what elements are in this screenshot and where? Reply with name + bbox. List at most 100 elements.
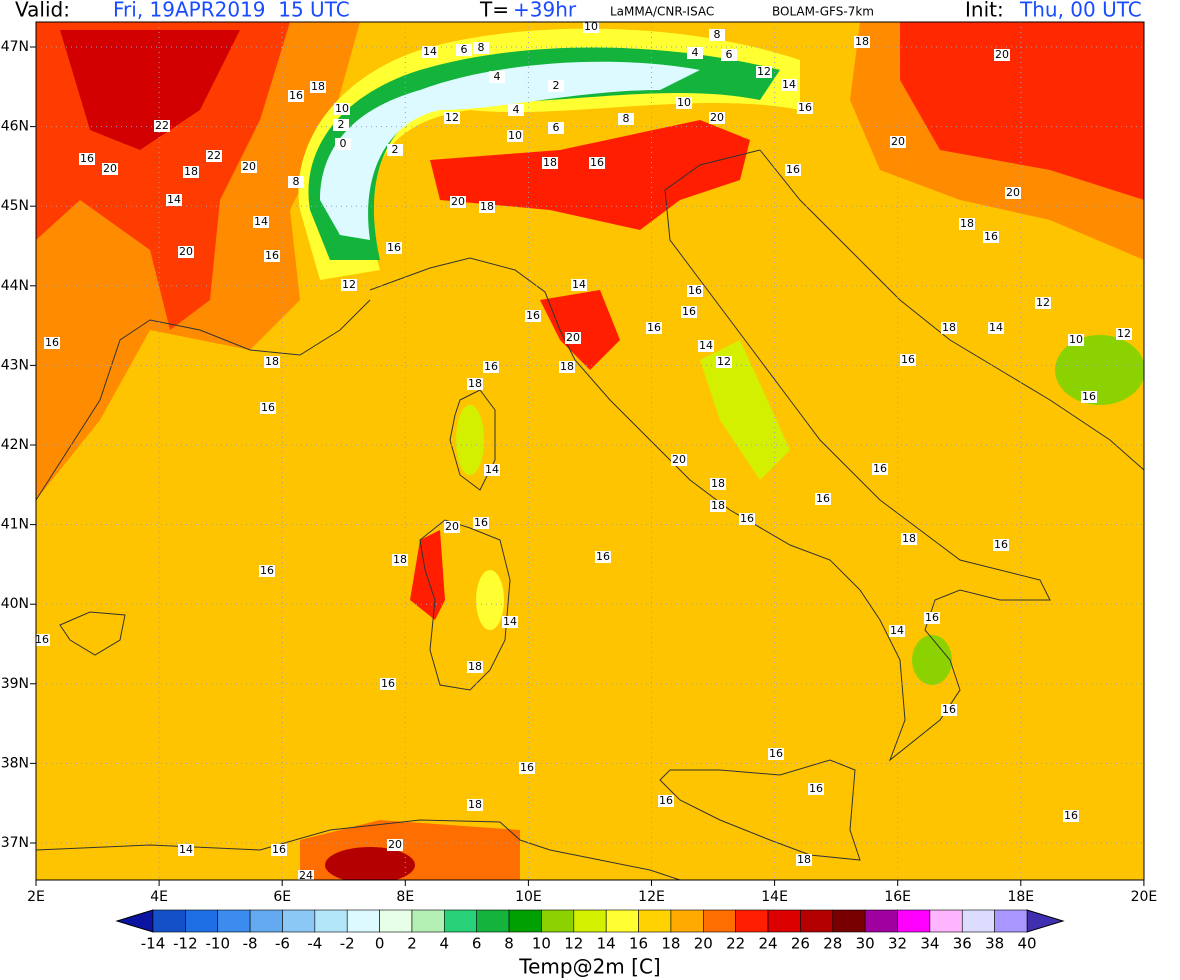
contour-label: 16	[925, 611, 939, 624]
label-box	[756, 66, 772, 78]
label-box	[646, 322, 662, 334]
colorbar-label: 24	[758, 935, 777, 953]
label-box	[559, 361, 575, 373]
label-box	[924, 612, 940, 624]
contour-label: 22	[155, 119, 169, 132]
contour-label: 8	[623, 112, 630, 125]
label-box	[241, 161, 257, 173]
valid-label: Valid:	[15, 0, 70, 22]
label-box	[571, 279, 587, 291]
field-calabria	[912, 635, 952, 685]
contour-label: 20	[242, 160, 256, 173]
label-box	[1063, 810, 1079, 822]
label-box	[166, 194, 182, 206]
contour-label: 16	[647, 321, 661, 334]
contour-label: 20	[179, 245, 193, 258]
colorbar-label: 12	[564, 935, 583, 953]
contour-label: 14	[254, 215, 268, 228]
lon-label: 20E	[1131, 889, 1158, 905]
contour-label: 14	[782, 78, 796, 91]
lead-label: T=	[479, 0, 509, 22]
label-box	[583, 21, 599, 33]
colorbar-bin	[800, 909, 834, 933]
contour-label: 10	[584, 20, 598, 33]
colorbar-bin	[444, 909, 478, 933]
label-box	[988, 322, 1004, 334]
label-box	[768, 748, 784, 760]
contour-label: 2	[553, 79, 560, 92]
contour-label: 18	[543, 156, 557, 169]
colorbar-bin	[314, 909, 348, 933]
contour-label: 16	[901, 353, 915, 366]
colorbar-label: 22	[726, 935, 745, 953]
colorbar-bin	[832, 909, 866, 933]
contour-label: 12	[757, 65, 771, 78]
contour-label: 16	[659, 794, 673, 807]
graticule: 2E 4E 6E 8E 10E 12E 14E 16E 18E 20E47N46N45N44N43…	[1, 22, 1158, 905]
colorbar-label: 8	[504, 935, 514, 953]
lon-label: 8E	[396, 889, 414, 905]
source: LaMMA/CNR-ISAC	[610, 5, 714, 19]
init-time: Thu, 00 UTC	[1019, 0, 1142, 22]
contour-label: 16	[45, 336, 59, 349]
label-box	[658, 795, 674, 807]
label-box	[900, 354, 916, 366]
contour-label: 14	[167, 193, 181, 206]
contour-label: 8	[714, 28, 721, 41]
label-box	[467, 378, 483, 390]
contour-label: 12	[1036, 296, 1050, 309]
contour-label: 16	[984, 230, 998, 243]
label-box	[542, 157, 558, 169]
coastline	[419, 519, 511, 691]
coastline	[369, 149, 1051, 762]
contour-label: 12	[1117, 327, 1131, 340]
colorbar-label: 0	[375, 935, 385, 953]
label-box	[178, 246, 194, 258]
label-box	[422, 46, 438, 58]
field-po	[430, 120, 750, 230]
field-sardinia2	[476, 570, 504, 630]
label-box	[444, 521, 460, 533]
label-box	[259, 565, 275, 577]
contour-label: 4	[513, 103, 520, 116]
colorbar-bin	[767, 909, 801, 933]
lon-label: 2E	[27, 889, 45, 905]
coastline	[659, 759, 861, 861]
label-box	[671, 454, 687, 466]
colorbar-bin	[994, 909, 1028, 933]
colorbar-bin	[379, 909, 413, 933]
colorbar-label: 20	[694, 935, 713, 953]
label-box	[519, 762, 535, 774]
label-box	[271, 844, 287, 856]
field-hot2	[60, 30, 240, 150]
label-box	[941, 704, 957, 716]
label-box	[525, 310, 541, 322]
contour-label: 14	[890, 624, 904, 637]
colorbar-arrow	[1026, 909, 1065, 933]
contour-label: 16	[873, 462, 887, 475]
colorbar-bin	[152, 909, 186, 933]
label-box	[710, 500, 726, 512]
lon-label: 14E	[761, 889, 788, 905]
label-box	[387, 144, 403, 156]
colorbar-label: 16	[629, 935, 648, 953]
label-box	[79, 153, 95, 165]
contour-label: 14	[423, 45, 437, 58]
colorbar-label: 2	[407, 935, 417, 953]
contour-label: 0	[340, 137, 347, 150]
label-box	[450, 196, 466, 208]
label-box	[456, 44, 472, 56]
coastline	[449, 389, 496, 491]
label-box	[334, 103, 350, 115]
label-box	[483, 361, 499, 373]
colorbar-label: 30	[856, 935, 875, 953]
lat-label: 37N	[1, 835, 29, 851]
label-box	[785, 164, 801, 176]
contour-label: 16	[798, 101, 812, 114]
colorbar: -14 -12 -10 -8 -6 -4 -2 0 2 4 6 8 10 12 14 16 18 20 22 24 26…	[115, 909, 1065, 953]
colorbar-label: 38	[985, 935, 1004, 953]
label-box	[721, 49, 737, 61]
colorbar-bin	[670, 909, 704, 933]
contour-label: 18	[711, 499, 725, 512]
contour-label: 16	[590, 156, 604, 169]
